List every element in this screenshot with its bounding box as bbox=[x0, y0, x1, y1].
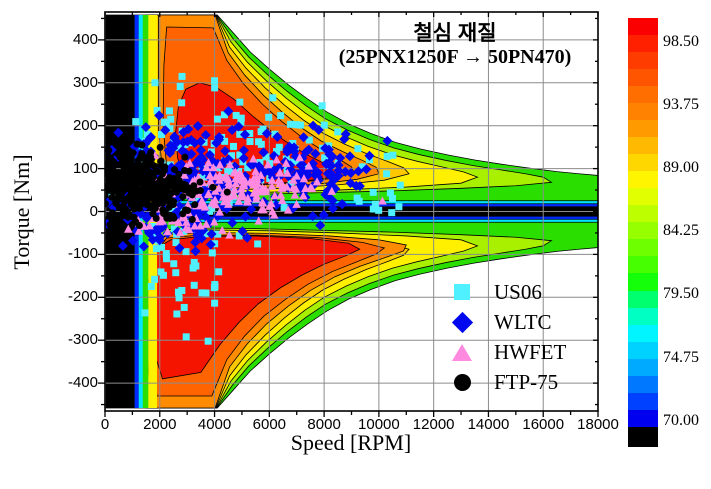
series-ftp-75 bbox=[105, 140, 231, 230]
legend-item-label: WLTC bbox=[494, 309, 552, 334]
colorbar-band bbox=[628, 35, 658, 53]
colorbar bbox=[628, 18, 658, 447]
colorbar-band bbox=[628, 188, 658, 206]
legend-item-us06: US06 bbox=[440, 277, 630, 307]
x-tick-label: 0 bbox=[100, 416, 110, 433]
x-tick-label: 16000 bbox=[522, 416, 565, 433]
colorbar-band bbox=[628, 307, 658, 325]
colorbar-underflow-band bbox=[628, 426, 658, 447]
legend-item-label: US06 bbox=[494, 279, 542, 304]
x-tick-label: 8000 bbox=[307, 416, 341, 433]
y-tick-label: -300 bbox=[67, 331, 98, 349]
colorbar-tick-label: 74.75 bbox=[663, 348, 699, 366]
x-tick-label: 2000 bbox=[143, 416, 177, 433]
colorbar-band bbox=[628, 120, 658, 138]
colorbar-band bbox=[628, 341, 658, 359]
colorbar-band bbox=[628, 154, 658, 172]
colorbar-band bbox=[628, 205, 658, 223]
y-tick-label: 300 bbox=[72, 73, 98, 91]
x-axis-title: Speed [RPM] bbox=[290, 430, 412, 455]
colorbar-band bbox=[628, 256, 658, 274]
legend-item-hwfet: HWFET bbox=[440, 337, 630, 367]
colorbar-band bbox=[628, 290, 658, 308]
x-tick-label: 12000 bbox=[412, 416, 455, 433]
triangle-marker-icon bbox=[452, 343, 472, 361]
colorbar-tick-label: 93.75 bbox=[663, 96, 699, 114]
circle-marker-icon bbox=[453, 373, 471, 391]
colorbar-band bbox=[628, 273, 658, 291]
x-tick-label: 18000 bbox=[577, 416, 619, 433]
colorbar-band bbox=[628, 18, 658, 36]
square-marker-icon bbox=[454, 284, 470, 300]
colorbar-tick-label: 79.50 bbox=[663, 285, 699, 303]
colorbar-band bbox=[628, 239, 658, 257]
colorbar-band bbox=[628, 222, 658, 240]
colorbar-band bbox=[628, 392, 658, 410]
colorbar-band bbox=[628, 409, 658, 427]
colorbar-band bbox=[628, 324, 658, 342]
x-tick-label: 10000 bbox=[358, 416, 400, 433]
y-tick-label: 400 bbox=[72, 30, 98, 48]
x-tick-label: 4000 bbox=[197, 416, 232, 433]
colorbar-band bbox=[628, 375, 658, 393]
legend-item-wltc: WLTC bbox=[440, 307, 630, 337]
y-tick-label: -200 bbox=[67, 288, 98, 306]
colorbar-band bbox=[628, 137, 658, 155]
chart-subtitle: (25PNX1250F → 50PN470) bbox=[338, 46, 572, 68]
legend: US06 WLTC HWFET FTP-75 bbox=[440, 277, 630, 397]
colorbar-tick-label: 98.50 bbox=[663, 32, 699, 50]
legend-item-ftp-75: FTP-75 bbox=[440, 367, 630, 397]
colorbar-band bbox=[628, 103, 658, 121]
contour-layers bbox=[105, 14, 598, 409]
colorbar-tick-label: 84.25 bbox=[663, 222, 699, 240]
y-tick-label: 200 bbox=[72, 116, 98, 134]
colorbar-band bbox=[628, 86, 658, 104]
x-tick-label: 14000 bbox=[467, 416, 510, 433]
y-tick-label: -100 bbox=[67, 245, 98, 263]
colorbar-band bbox=[628, 52, 658, 70]
legend-item-label: HWFET bbox=[494, 339, 567, 364]
colorbar-tick-label: 70.00 bbox=[663, 411, 699, 429]
colorbar-band bbox=[628, 358, 658, 376]
legend-item-label: FTP-75 bbox=[494, 369, 559, 394]
y-tick-label: 100 bbox=[72, 159, 98, 177]
y-tick-label: -400 bbox=[67, 374, 98, 392]
colorbar-band bbox=[628, 69, 658, 87]
diamond-marker-icon bbox=[451, 311, 473, 333]
colorbar-tick-label: 89.00 bbox=[663, 159, 699, 177]
chart-title: 철심 재질 bbox=[413, 22, 497, 45]
x-tick-label: 6000 bbox=[252, 416, 287, 433]
axis-ticks bbox=[98, 12, 599, 417]
y-tick-label: 0 bbox=[89, 202, 98, 220]
colorbar-band bbox=[628, 171, 658, 189]
